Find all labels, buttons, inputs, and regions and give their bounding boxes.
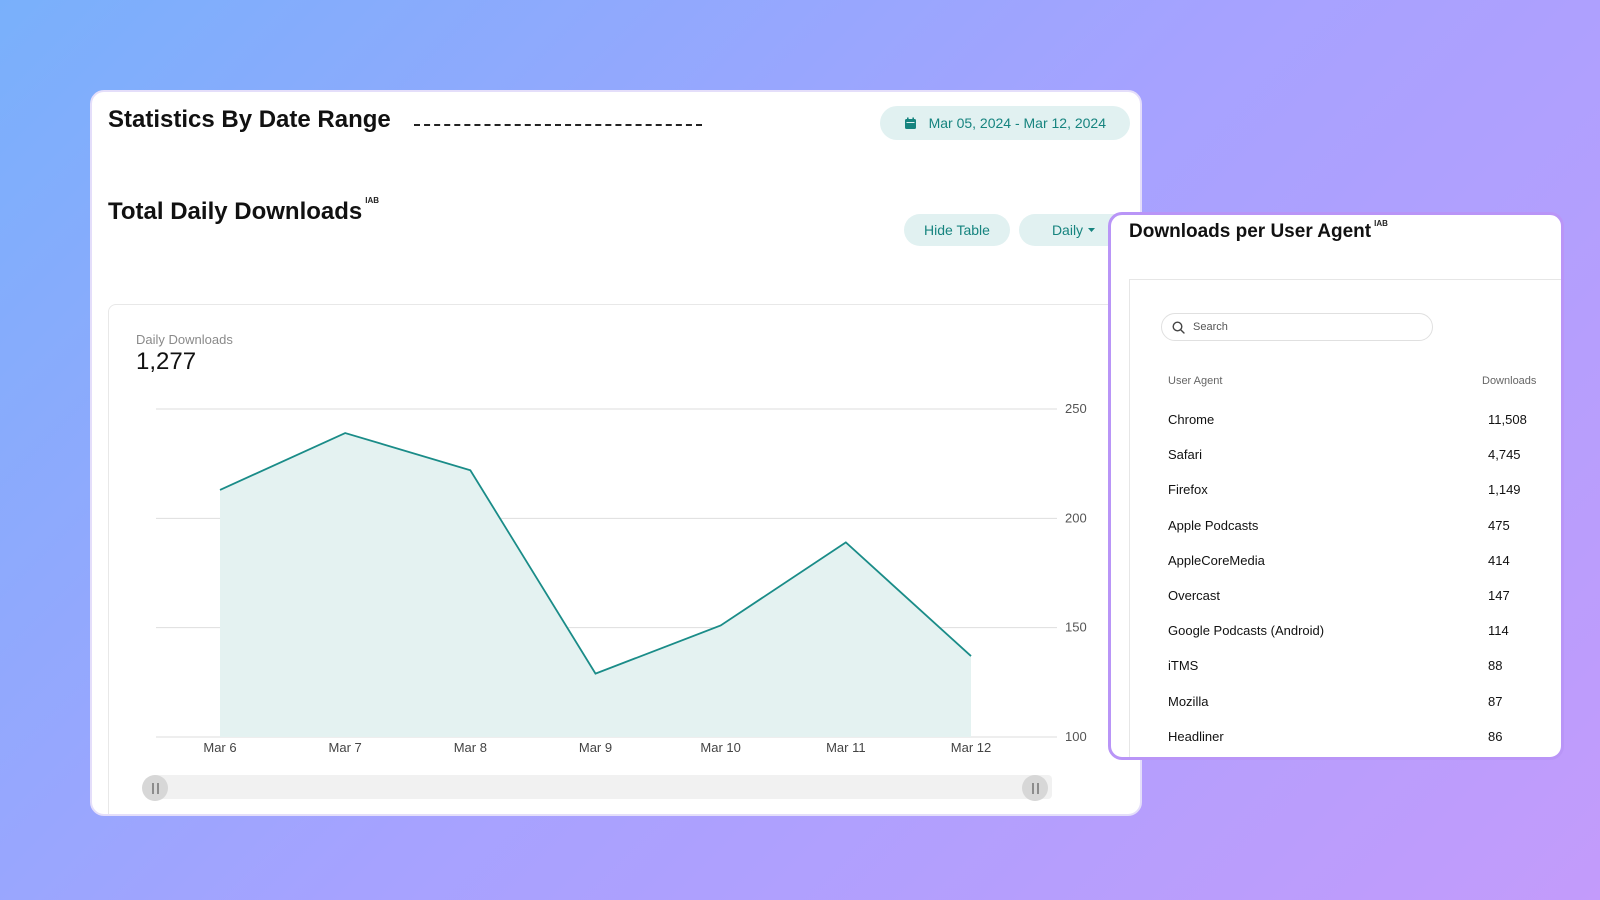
date-range-text: Mar 05, 2024 - Mar 12, 2024 [928, 115, 1106, 131]
user-agent-downloads: 147 [1488, 588, 1510, 603]
user-agent-name: Mozilla [1168, 693, 1209, 709]
iab-badge: IAB [365, 196, 380, 205]
y-tick-label: 100 [1065, 729, 1087, 744]
table-row: Chrome 11,508 [1168, 412, 1548, 447]
table-row: AppleCoreMedia 414 [1168, 553, 1548, 588]
user-agent-panel [1129, 279, 1561, 757]
page-title: Statistics By Date Range [108, 106, 391, 133]
table-row: Google Podcasts (Android) 114 [1168, 623, 1548, 658]
user-agent-name: Safari [1168, 447, 1202, 463]
y-tick-label: 250 [1065, 401, 1087, 416]
user-agent-name: iTMS [1168, 658, 1199, 674]
caret-down-icon [1088, 228, 1096, 232]
section-title-text: Total Daily Downloads [108, 198, 363, 225]
user-agent-title: Downloads per User Agent IAB [1129, 219, 1388, 243]
user-agent-downloads: 4,745 [1488, 447, 1521, 463]
column-header-user-agent[interactable]: User Agent [1168, 375, 1223, 387]
x-tick-label: Mar 8 [454, 740, 487, 755]
x-tick-label: Mar 6 [203, 740, 236, 755]
user-agent-name: Firefox [1168, 482, 1208, 498]
table-row: Safari 4,745 [1168, 447, 1548, 482]
user-agent-name: AppleCoreMedia [1168, 552, 1265, 568]
user-agent-downloads: 86 [1488, 728, 1503, 744]
search-field[interactable] [1161, 313, 1433, 341]
y-tick-label: 150 [1065, 620, 1087, 635]
range-slider-track[interactable] [152, 775, 1052, 799]
table-row: Firefox 1,149 [1168, 482, 1548, 517]
chart-panel [108, 304, 1140, 814]
user-agent-downloads: 88 [1488, 658, 1503, 674]
section-title: Total Daily Downloads IAB [108, 196, 380, 226]
title-divider [414, 124, 702, 126]
range-slider-left-handle[interactable] [142, 775, 168, 801]
series-area [220, 433, 971, 737]
table-row: Overcast 147 [1168, 588, 1548, 623]
x-tick-label: Mar 9 [579, 740, 612, 755]
user-agent-downloads: 1,149 [1488, 482, 1521, 498]
user-agent-name: Chrome [1168, 412, 1215, 427]
user-agent-name: Google Podcasts (Android) [1168, 623, 1325, 639]
user-agent-name: Overcast [1168, 588, 1221, 603]
user-agent-downloads: 414 [1488, 552, 1510, 568]
metric-value: 1,277 [136, 348, 197, 375]
user-agent-downloads: 87 [1488, 693, 1503, 709]
downloads-chart: 100 150 200 250 Mar 6 Mar 7 Mar 8 Mar 9 Mar 10 Ma… [156, 401, 1087, 755]
user-agent-name: Apple Podcasts [1168, 517, 1259, 533]
date-range-picker[interactable]: Mar 05, 2024 - Mar 12, 2024 [879, 106, 1130, 140]
hide-table-button[interactable]: Hide Table [904, 214, 1010, 246]
user-agent-title-text: Downloads per User Agent [1129, 221, 1372, 242]
user-agent-downloads: 11,508 [1488, 412, 1527, 427]
calendar-icon [904, 117, 916, 129]
table-row: Apple Podcasts 475 [1168, 518, 1548, 553]
x-tick-label: Mar 10 [700, 740, 740, 755]
table-row: iTMS 88 [1168, 658, 1548, 693]
x-tick-label: Mar 12 [951, 740, 991, 755]
y-tick-label: 200 [1065, 510, 1087, 525]
user-agent-downloads: 475 [1488, 517, 1510, 533]
table-row: Headliner 86 [1168, 728, 1548, 757]
x-tick-label: Mar 7 [329, 740, 362, 755]
iab-badge: IAB [1374, 219, 1388, 228]
search-icon [1172, 320, 1185, 334]
search-input[interactable] [1191, 320, 1415, 334]
statistics-card: Statistics By Date Range Mar 05, 2024 - … [90, 90, 1142, 816]
range-slider-right-handle[interactable] [1022, 775, 1048, 801]
metric-label: Daily Downloads [136, 332, 233, 347]
user-agent-name: Headliner [1168, 728, 1224, 744]
column-header-downloads[interactable]: Downloads [1482, 375, 1537, 387]
interval-label: Daily [1051, 222, 1084, 238]
x-tick-label: Mar 11 [826, 740, 866, 755]
table-row: Mozilla 87 [1168, 694, 1548, 729]
user-agent-downloads: 114 [1488, 623, 1509, 639]
